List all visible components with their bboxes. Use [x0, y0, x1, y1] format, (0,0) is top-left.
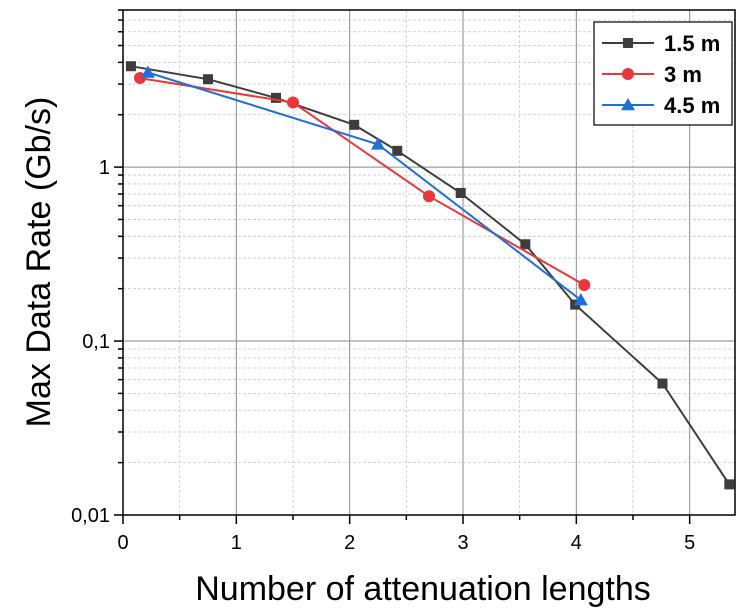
legend-item: 4.5 m	[602, 93, 720, 118]
data-point	[287, 96, 299, 109]
plot-frame	[122, 9, 736, 516]
series-line	[139, 77, 585, 286]
legend-label: 1.5 m	[664, 31, 720, 56]
data-point	[140, 65, 155, 78]
legend-label: 4.5 m	[664, 93, 720, 118]
series-4-5-m	[140, 65, 588, 306]
x-tick-label: 3	[457, 532, 468, 554]
legend-item: 1.5 m	[602, 31, 720, 56]
data-point	[455, 187, 466, 198]
data-point	[520, 239, 531, 250]
series-3-m	[134, 72, 591, 291]
legend-marker	[623, 38, 633, 48]
x-tick-label: 5	[684, 532, 695, 554]
y-axis-title: Max Data Rate (Gb/s)	[20, 97, 58, 428]
y-tick-label: 1	[99, 157, 110, 179]
series-line	[147, 71, 582, 301]
x-tick-label: 2	[344, 532, 355, 554]
data-point	[423, 190, 435, 203]
y-tick-label: 0,1	[82, 331, 110, 353]
data-point	[392, 145, 403, 156]
data-point	[271, 92, 281, 103]
x-tick-label: 1	[231, 532, 242, 554]
y-tick-label: 0,01	[71, 505, 110, 527]
data-point	[724, 479, 735, 490]
axis-ticks: 0 1 2 3 4 5 0,01 0,1 1	[71, 9, 695, 554]
data-point	[657, 378, 668, 389]
legend-marker	[622, 68, 634, 80]
legend-items: 1.5 m 3 m 4.5 m	[602, 31, 720, 118]
series-line	[130, 65, 731, 485]
series-layer	[125, 61, 735, 490]
data-point	[578, 278, 591, 291]
legend-item: 3 m	[602, 62, 702, 87]
legend-label: 3 m	[664, 62, 702, 87]
data-point	[203, 74, 213, 85]
legend-marker	[621, 98, 635, 111]
x-tick-label: 0	[117, 532, 128, 554]
data-point	[349, 119, 360, 130]
data-point	[371, 137, 385, 150]
data-point	[573, 293, 588, 306]
x-axis-title: Number of attenuation lengths	[195, 570, 651, 608]
x-tick-label: 4	[571, 532, 582, 554]
legend: 1.5 m 3 m 4.5 m	[593, 21, 733, 126]
data-point	[125, 61, 136, 72]
